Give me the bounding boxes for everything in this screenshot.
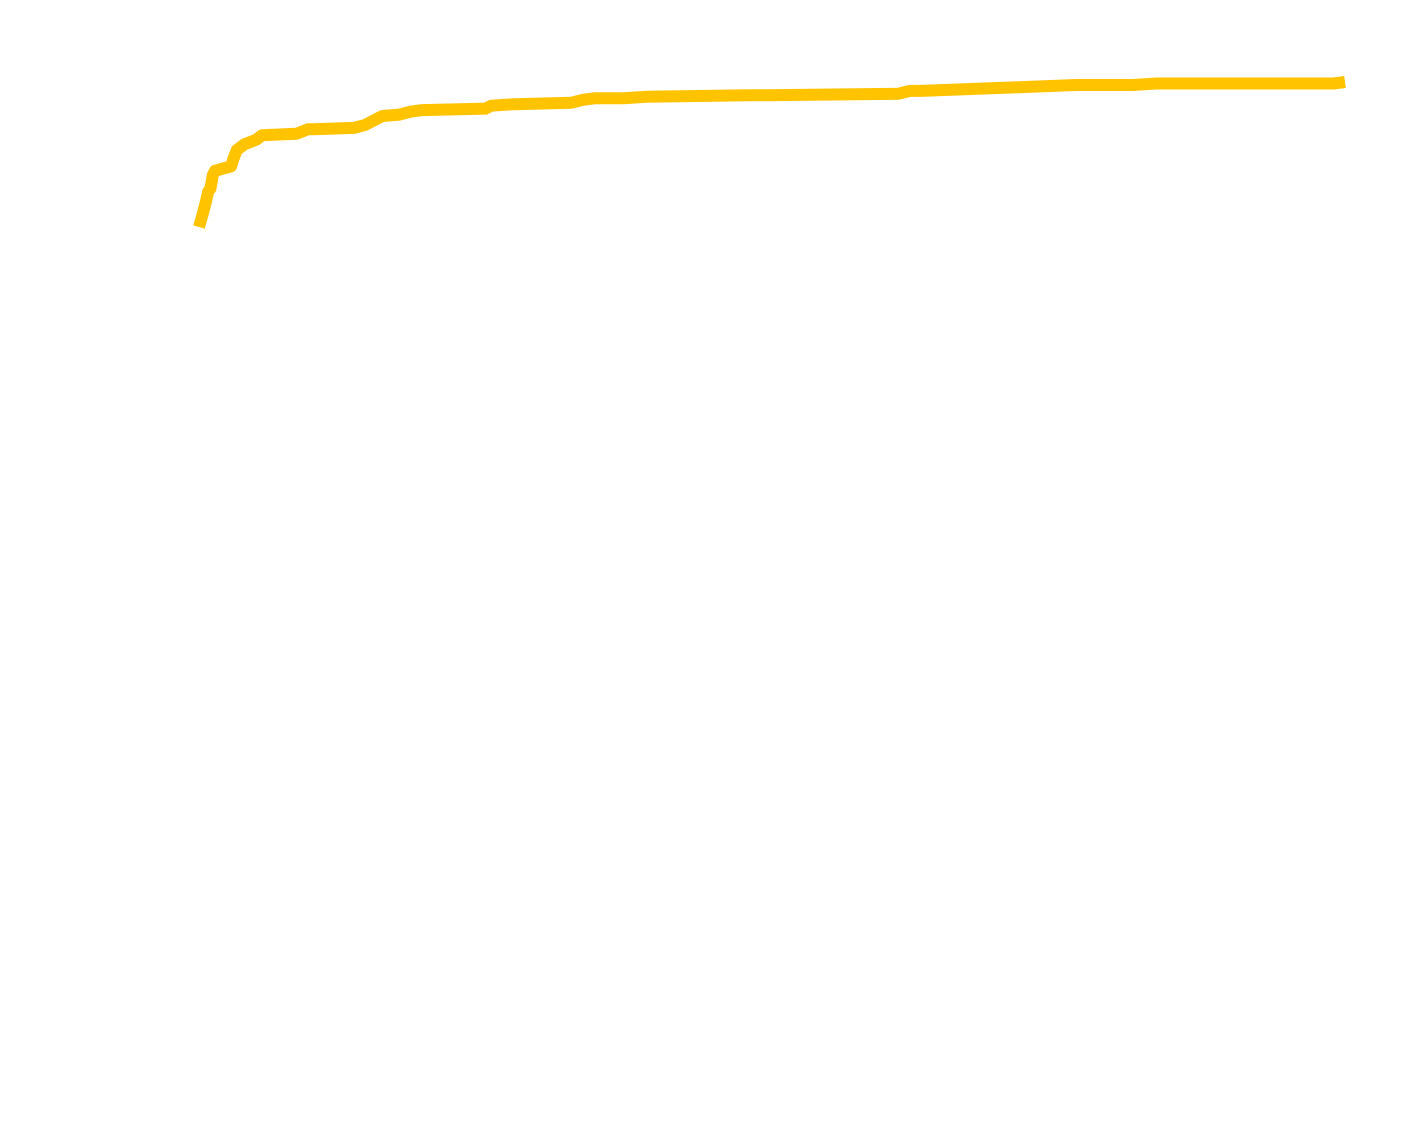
plot-area bbox=[193, 76, 1346, 229]
series-line-1 bbox=[193, 76, 1346, 229]
